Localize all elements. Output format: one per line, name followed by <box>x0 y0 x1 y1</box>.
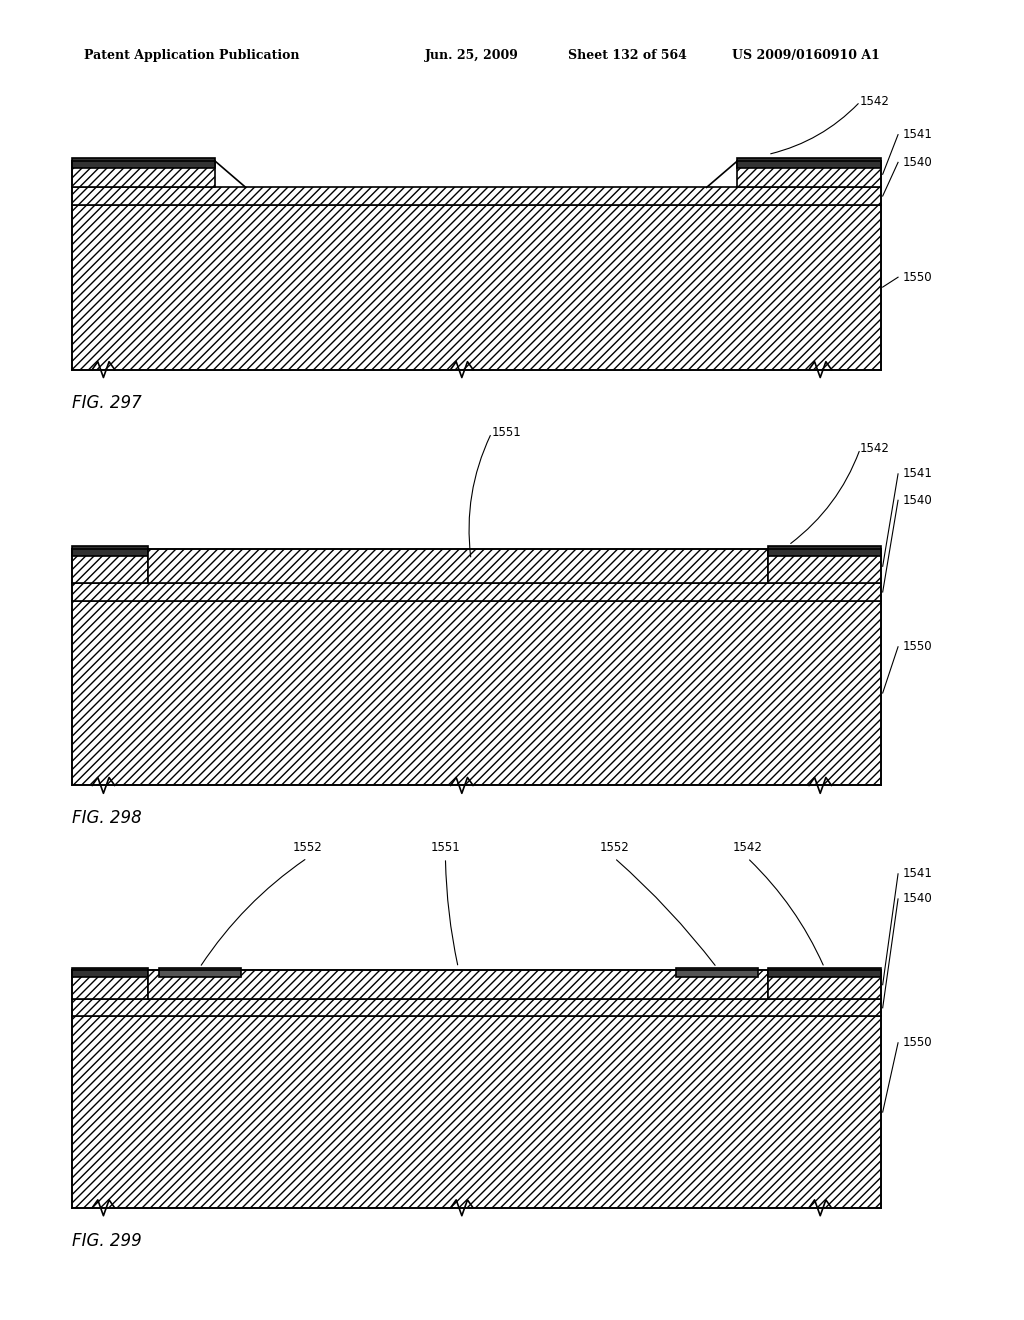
Bar <box>676 968 758 977</box>
Bar <box>148 970 768 999</box>
Bar <box>72 187 881 205</box>
Text: 1552: 1552 <box>292 841 323 854</box>
Bar <box>768 970 881 999</box>
Text: US 2009/0160910 A1: US 2009/0160910 A1 <box>732 49 880 62</box>
Bar <box>72 1016 881 1208</box>
Text: 1540: 1540 <box>903 892 933 906</box>
Text: Patent Application Publication: Patent Application Publication <box>84 49 299 62</box>
Bar <box>768 968 881 977</box>
Text: 1540: 1540 <box>903 494 933 507</box>
Bar <box>737 161 881 187</box>
Bar <box>768 549 881 583</box>
Bar <box>72 546 148 556</box>
Text: 1550: 1550 <box>903 271 933 284</box>
Text: 1551: 1551 <box>492 426 521 440</box>
Bar <box>148 549 768 583</box>
Text: FIG. 297: FIG. 297 <box>72 393 141 412</box>
Text: 1550: 1550 <box>903 640 933 653</box>
Text: FIG. 298: FIG. 298 <box>72 809 141 828</box>
Bar <box>72 549 148 583</box>
Bar <box>72 968 148 977</box>
Text: 1551: 1551 <box>430 841 461 854</box>
Bar <box>72 158 215 168</box>
Text: Sheet 132 of 564: Sheet 132 of 564 <box>568 49 687 62</box>
Bar <box>768 546 881 556</box>
Text: 1541: 1541 <box>903 467 933 480</box>
Text: 1541: 1541 <box>903 867 933 880</box>
Text: Jun. 25, 2009: Jun. 25, 2009 <box>425 49 519 62</box>
Bar <box>737 158 881 168</box>
Bar <box>72 161 215 187</box>
Bar <box>72 970 148 999</box>
Text: FIG. 299: FIG. 299 <box>72 1232 141 1250</box>
Bar <box>72 583 881 601</box>
Text: 1552: 1552 <box>599 841 630 854</box>
Bar <box>72 205 881 370</box>
Text: 1550: 1550 <box>903 1036 933 1049</box>
Bar <box>159 968 241 977</box>
Text: 1540: 1540 <box>903 156 933 169</box>
Text: 1542: 1542 <box>860 442 890 455</box>
Bar <box>72 601 881 785</box>
Text: 1541: 1541 <box>903 128 933 141</box>
Text: 1542: 1542 <box>860 95 890 108</box>
Bar <box>72 999 881 1016</box>
Text: 1542: 1542 <box>732 841 763 854</box>
